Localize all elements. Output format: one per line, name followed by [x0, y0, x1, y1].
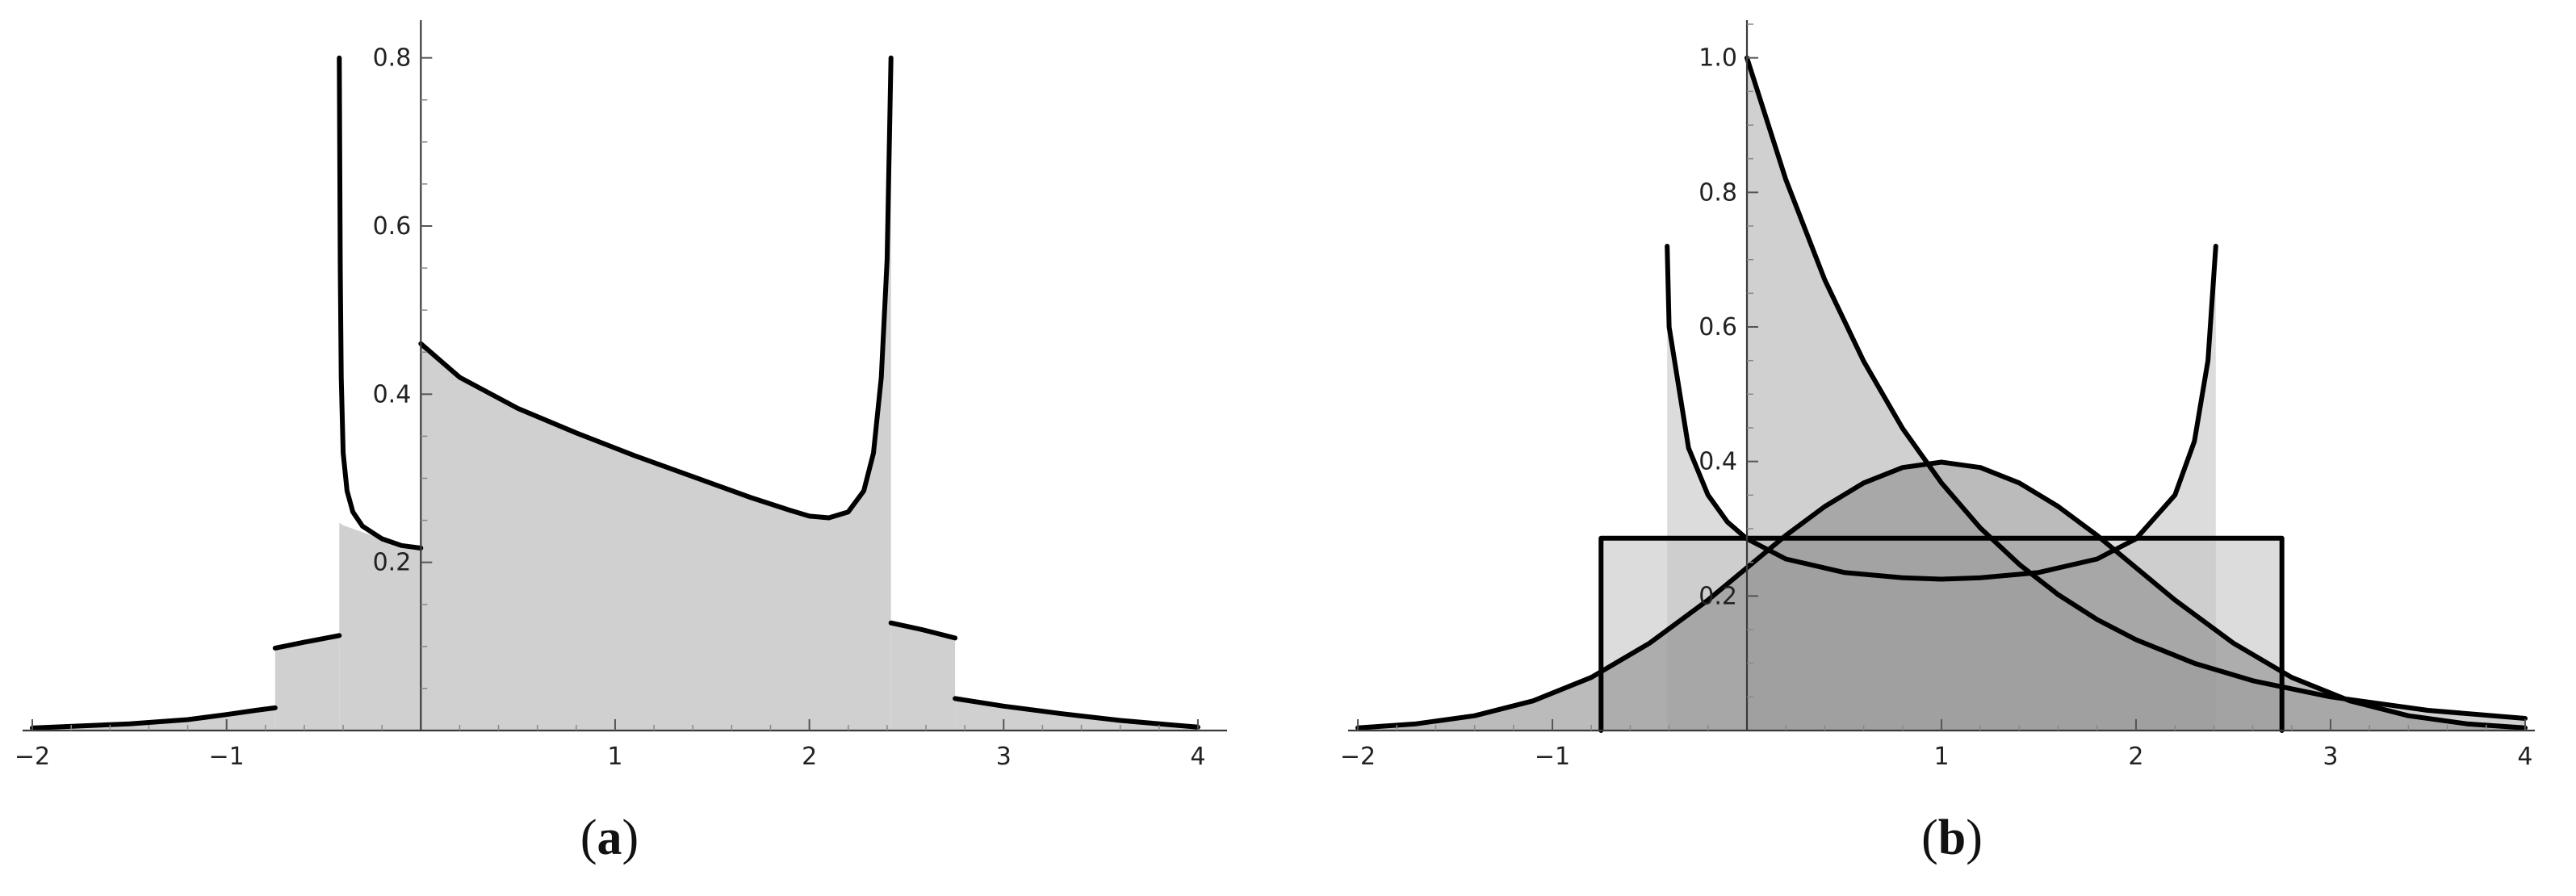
chart-a-x-tick-label: 2: [802, 743, 817, 771]
chart-b: −2 −1 1 2 3 4 0.2 0.4 0.6 0.8 1.0 (b): [1340, 20, 2535, 865]
chart-b-y-tick-label: 0.8: [1698, 178, 1737, 207]
chart-a-fill-region-3: [421, 57, 891, 731]
chart-a-fill-region-2: [339, 522, 421, 731]
chart-a-axes: −2 −1 1 2 3 4 0.2 0.4 0.6 0.8: [15, 20, 1227, 771]
chart-b-series-line-3: [1355, 459, 2528, 731]
chart-b-x-tick-label: 4: [2517, 743, 2532, 771]
chart-a-fills: [32, 57, 1198, 731]
chart-b-series-fill-3: [1358, 462, 2525, 731]
chart-a-x-tick-label: −1: [209, 743, 245, 771]
chart-b-series-line-1: [1665, 244, 2218, 582]
chart-a-x-tick-label: 3: [996, 743, 1012, 771]
chart-b-y-tick-label: 0.6: [1698, 313, 1737, 341]
chart-b-curves: [1355, 55, 2528, 733]
chart-a-x-tick-label: 4: [1190, 743, 1205, 771]
chart-a-panel-label: (a): [580, 810, 639, 865]
chart-a-y-tick-label: 0.2: [373, 549, 412, 577]
chart-b-x-tick-label: 3: [2323, 743, 2338, 771]
chart-b-x-tick-label: 1: [1933, 743, 1949, 771]
chart-a-curve-segment-1: [272, 633, 342, 651]
chart-a-curve-segment-3: [418, 55, 894, 521]
chart-a: −2 −1 1 2 3 4 0.2 0.4 0.6 0.8 (a): [15, 20, 1227, 865]
chart-a-curve-segment-2: [337, 55, 424, 551]
chart-a-y-tick-label: 0.4: [373, 380, 412, 408]
chart-a-fill-region-0: [32, 707, 275, 731]
chart-b-x-tick-label: 2: [2128, 743, 2143, 771]
chart-b-series-line-2: [1745, 55, 2528, 721]
chart-b-y-tick-label: 0.2: [1698, 582, 1737, 610]
chart-b-x-tick-label: −2: [1340, 743, 1376, 771]
chart-b-fills: [1358, 57, 2525, 731]
chart-b-axes: −2 −1 1 2 3 4 0.2 0.4 0.6 0.8 1.0: [1340, 20, 2535, 771]
chart-a-x-tick-label: −2: [15, 743, 50, 771]
chart-a-x-tick-label: 1: [607, 743, 622, 771]
chart-a-curve-segment-0: [30, 705, 278, 731]
chart-b-y-tick-label: 0.4: [1698, 448, 1737, 476]
chart-b-panel-label: (b): [1921, 810, 1983, 865]
chart-b-x-tick-label: −1: [1535, 743, 1570, 771]
chart-a-curve-segment-5: [953, 696, 1200, 730]
chart-a-fill-region-4: [890, 622, 956, 731]
chart-b-y-tick-label: 1.0: [1698, 44, 1737, 73]
chart-a-curves: [30, 55, 1200, 731]
chart-b-series-line-0: [1598, 535, 2285, 733]
chart-a-y-tick-label: 0.6: [373, 212, 412, 241]
chart-a-fill-region-1: [274, 635, 340, 731]
chart-a-y-tick-label: 0.8: [373, 44, 412, 73]
chart-a-curve-segment-4: [888, 620, 958, 641]
